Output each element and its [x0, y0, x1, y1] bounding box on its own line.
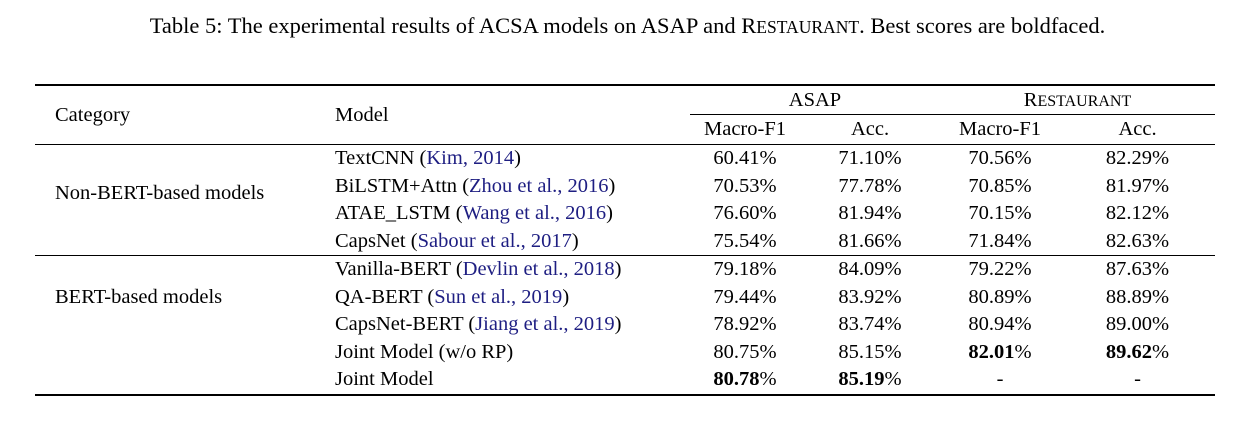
table-row: Non-BERT-based models TextCNN (Kim, 2014)…: [35, 145, 1215, 204]
table-row: BERT-based models Vanilla-BERT (Devlin et…: [35, 255, 1216, 395]
col-header-macro-f1-asap: Macro-F1: [690, 114, 800, 145]
citation-link[interactable]: Kim, 2014: [426, 147, 515, 170]
value-cell: 60.41%: [713, 147, 777, 170]
metric-header-row: Macro-F1 Acc. Macro-F1 Acc.: [35, 114, 1216, 145]
caption-dataset-asap: ASAP: [640, 13, 698, 38]
model-cell: BiLSTM+Attn (Zhou et al., 2016): [335, 174, 616, 197]
col-header-category: Category: [35, 85, 335, 145]
category-cell: Non-BERT-based models: [55, 182, 265, 204]
value-cell: 70.56%: [968, 147, 1032, 170]
value-cell: 80.89%: [968, 285, 1032, 308]
value-cell: 85.19%: [838, 368, 902, 391]
model-cell: Joint Model (w/o RP): [335, 340, 514, 363]
value-cell: -: [996, 368, 1004, 391]
caption-text-prefix: Table 5: The experimental results of ACS…: [149, 13, 641, 38]
value-cell: 79.44%: [713, 285, 777, 308]
col-header-model: Model: [335, 85, 690, 145]
value-cell: 81.97%: [1105, 174, 1170, 197]
model-cell: CapsNet (Sabour et al., 2017): [335, 229, 579, 252]
model-cell: CapsNet-BERT (Jiang et al., 2019): [335, 313, 622, 336]
model-cell: Joint Model: [335, 368, 434, 391]
citation-link[interactable]: Wang et al., 2016: [462, 202, 607, 225]
table-row: QA-BERT (Sun et al., 2019) 79.44% 83.92% 80…: [35, 284, 1215, 312]
value-cell: 84.09%: [800, 255, 941, 284]
value-cell: 71.84%: [968, 229, 1032, 252]
value-cell: 70.53%: [713, 174, 777, 197]
value-cell: 79.18%: [690, 255, 800, 284]
value-cell: 88.89%: [1105, 285, 1170, 308]
table-body: Non-BERT-based models TextCNN (Kim, 2014)…: [35, 145, 1216, 395]
value-cell: 81.94%: [838, 202, 902, 225]
citation-link[interactable]: Sun et al., 2019: [434, 285, 563, 308]
citation-link[interactable]: Jiang et al., 2019: [475, 313, 615, 336]
model-cell: QA-BERT (Sun et al., 2019): [335, 285, 570, 308]
table-row: BiLSTM+Attn (Zhou et al., 2016) 70.53% 77.…: [35, 173, 1215, 201]
results-table: Category Model ASAP RESTAURANT Macro-F1 …: [35, 84, 1216, 396]
value-cell: 89.00%: [1105, 313, 1170, 336]
table-row: CapsNet (Sabour et al., 2017) 75.54% 81.66…: [35, 228, 1215, 256]
value-cell: 82.01%: [968, 340, 1032, 363]
value-cell: 79.22%: [940, 255, 1061, 284]
col-header-restaurant: RESTAURANT: [940, 85, 1216, 115]
value-cell: 82.29%: [1105, 147, 1170, 170]
model-cell: ATAE_LSTM (Wang et al., 2016): [335, 202, 613, 225]
value-cell: 81.66%: [838, 229, 902, 252]
table-row: Joint Model (w/o RP) 80.75% 85.15% 82.01% 89…: [35, 339, 1215, 367]
value-cell: 77.78%: [838, 174, 902, 197]
citation-link[interactable]: Sabour et al., 2017: [417, 229, 572, 252]
value-cell: 70.15%: [968, 202, 1032, 225]
value-cell: 83.92%: [838, 285, 902, 308]
value-cell: 80.94%: [968, 313, 1032, 336]
category-cell: BERT-based models: [35, 255, 335, 395]
value-cell: 80.75%: [713, 340, 777, 363]
caption-text-suffix: . Best scores are boldfaced.: [859, 13, 1106, 38]
table-caption: Table 5: The experimental results of ACS…: [0, 13, 1255, 39]
dataset-header-row: Category Model ASAP RESTAURANT: [35, 85, 1216, 145]
value-cell: 82.12%: [1105, 202, 1170, 225]
value-cell: 82.63%: [1105, 229, 1170, 252]
col-header-acc-restaurant: Acc.: [1060, 114, 1216, 145]
citation-link[interactable]: Zhou et al., 2016: [469, 174, 609, 197]
value-cell: 87.63%: [1060, 255, 1216, 284]
caption-dataset-restaurant: RESTAURANT: [741, 13, 860, 38]
value-cell: 76.60%: [713, 202, 777, 225]
value-cell: -: [1134, 368, 1141, 391]
caption-text-connector: and: [697, 13, 742, 38]
col-header-macro-f1-restaurant: Macro-F1: [940, 114, 1061, 145]
table-row: Joint Model 80.78% 85.19% - -: [35, 366, 1215, 395]
col-header-acc-asap: Acc.: [800, 114, 941, 145]
model-cell: Vanilla-BERT (Devlin et al., 2018): [335, 255, 690, 284]
value-cell: 89.62%: [1105, 340, 1170, 363]
table-row: ATAE_LSTM (Wang et al., 2016) 76.60% 81.94…: [35, 200, 1215, 228]
citation-link[interactable]: Devlin et al., 2018: [462, 258, 615, 281]
table-row: CapsNet-BERT (Jiang et al., 2019) 78.92% 8…: [35, 311, 1215, 339]
value-cell: 70.85%: [968, 174, 1032, 197]
value-cell: 71.10%: [838, 147, 902, 170]
col-header-asap: ASAP: [690, 85, 941, 115]
model-cell: TextCNN (Kim, 2014): [335, 147, 521, 170]
value-cell: 75.54%: [713, 229, 777, 252]
value-cell: 83.74%: [838, 313, 902, 336]
value-cell: 80.78%: [713, 368, 777, 391]
value-cell: 85.15%: [838, 340, 902, 363]
value-cell: 78.92%: [713, 313, 777, 336]
